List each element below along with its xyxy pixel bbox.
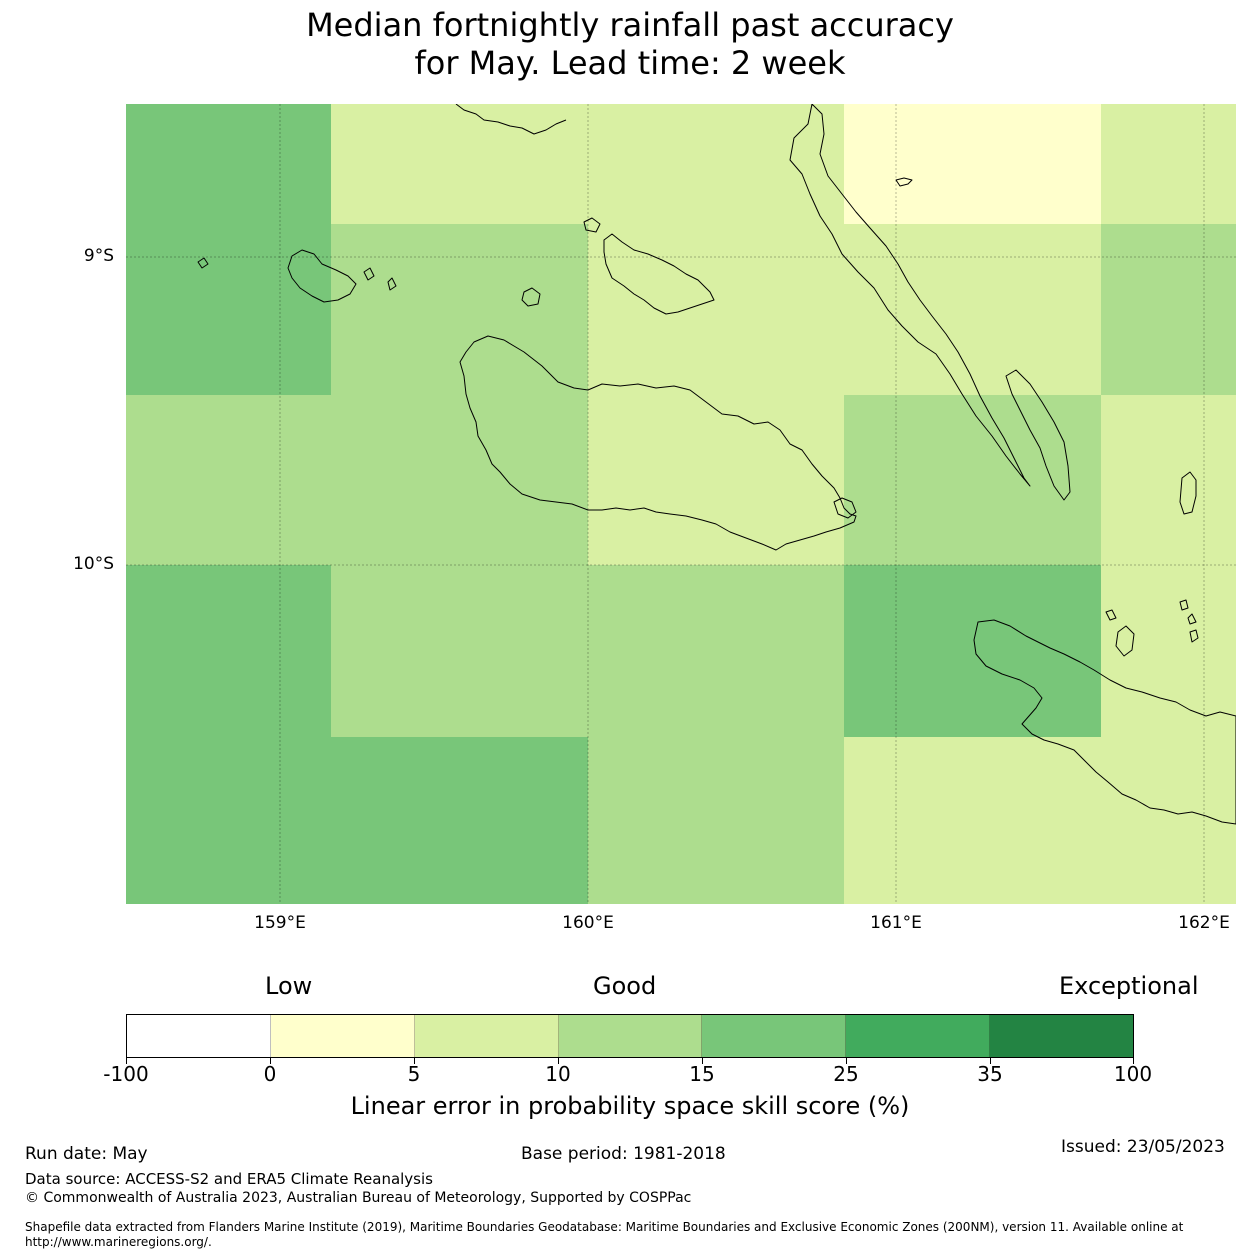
- grid-cell: [1101, 565, 1236, 737]
- coastline-malaita: [789, 104, 1031, 487]
- colorbar-tick-label: 10: [545, 1062, 571, 1086]
- coastline-islet: [1105, 609, 1117, 621]
- coastline-russell: [287, 249, 357, 303]
- title-line-2: for May. Lead time: 2 week: [414, 44, 846, 82]
- grid-cell: [331, 224, 588, 395]
- title-line-1: Median fortnightly rainfall past accurac…: [306, 6, 954, 44]
- lon-label-162e: 162°E: [1178, 913, 1230, 933]
- grid-cell: [844, 395, 1101, 565]
- colorbar-tick: [1133, 1058, 1134, 1064]
- colorbar-tick: [846, 1058, 847, 1064]
- base-period: Base period: 1981-2018: [521, 1144, 726, 1164]
- coastline-nggela: [603, 233, 715, 315]
- grid-cell: [331, 737, 588, 904]
- coastline-makira: [973, 619, 1236, 825]
- grid-cell: [1101, 104, 1236, 224]
- coastline-islet: [363, 267, 375, 281]
- chart-title: Median fortnightly rainfall past accurac…: [0, 6, 1260, 82]
- graticule: [126, 104, 1236, 904]
- colorbar-segment: [702, 1015, 847, 1057]
- grid-cell: [588, 565, 844, 904]
- coastline-islet: [1187, 613, 1197, 625]
- lon-label-160e: 160°E: [562, 913, 614, 933]
- legend-low: Low: [265, 972, 313, 1000]
- skill-score-map: [126, 104, 1236, 904]
- grid-cell: [331, 104, 844, 224]
- colorbar-tick-label: -100: [103, 1062, 149, 1086]
- colorbar-tick: [990, 1058, 991, 1064]
- grid-cell: [844, 104, 1101, 224]
- coastline-island: [1115, 625, 1135, 657]
- data-source: Data source: ACCESS-S2 and ERA5 Climate …: [25, 1170, 433, 1188]
- lat-label-9s: 9°S: [83, 246, 114, 266]
- run-date: Run date: May: [25, 1144, 148, 1164]
- coastline-islet: [387, 277, 397, 291]
- coastlines: [197, 104, 1236, 825]
- colorbar-segment: [127, 1015, 271, 1057]
- coastline-islet: [1179, 471, 1197, 515]
- grid-cell: [588, 395, 844, 565]
- colorbar-tick-label: 5: [407, 1062, 421, 1086]
- colorbar: [126, 1014, 1134, 1058]
- lon-label-159e: 159°E: [254, 913, 306, 933]
- colorbar-segment: [414, 1015, 559, 1057]
- colorbar-tick: [558, 1058, 559, 1064]
- grid-cell: [1101, 395, 1236, 565]
- grid-cell: [588, 224, 1101, 395]
- grid-cell: [1101, 224, 1236, 395]
- grid-cell: [331, 565, 588, 737]
- issued-date: Issued: 23/05/2023: [1061, 1137, 1225, 1157]
- grid-cell: [126, 565, 331, 904]
- colorbar-tick-label: 0: [263, 1062, 277, 1086]
- lon-label-161e: 161°E: [870, 913, 922, 933]
- copyright: © Commonwealth of Australia 2023, Austra…: [25, 1190, 692, 1206]
- map-canvas: [126, 104, 1236, 904]
- coastline-north: [455, 104, 567, 135]
- coastline-islet: [1189, 629, 1199, 643]
- colorbar-tick: [414, 1058, 415, 1064]
- coastline-islet: [197, 257, 209, 269]
- legend-exceptional: Exceptional: [1059, 972, 1199, 1000]
- lat-label-10s: 10°S: [73, 554, 114, 574]
- coastline-island: [583, 217, 601, 233]
- coastline-guadalcanal: [459, 335, 857, 551]
- coastline-island: [521, 287, 541, 307]
- colorbar-segment: [846, 1015, 991, 1057]
- colorbar-segment: [558, 1015, 703, 1057]
- colorbar-label: Linear error in probability space skill …: [350, 1092, 910, 1120]
- skill-grid: [126, 104, 1236, 904]
- coastline-islet: [833, 497, 857, 519]
- grid-cell: [126, 104, 331, 395]
- grid-cell: [844, 737, 1236, 904]
- colorbar-segment: [990, 1015, 1134, 1057]
- shapefile-credit: Shapefile data extracted from Flanders M…: [25, 1220, 1184, 1249]
- colorbar-tick: [270, 1058, 271, 1064]
- grid-cell: [126, 395, 588, 565]
- colorbar-tick-label: 100: [1113, 1062, 1153, 1086]
- coastline-small-malaita: [1005, 369, 1071, 501]
- colorbar-tick-label: 15: [689, 1062, 715, 1086]
- colorbar-tick: [702, 1058, 703, 1064]
- colorbar-tick-label: 25: [833, 1062, 859, 1086]
- colorbar-segment: [270, 1015, 415, 1057]
- coastline-island: [895, 177, 913, 187]
- colorbar-tick: [126, 1058, 127, 1064]
- colorbar-tick-label: 35: [977, 1062, 1003, 1086]
- legend-good: Good: [593, 972, 657, 1000]
- grid-cell: [844, 565, 1101, 737]
- coastline-islet: [1179, 599, 1189, 611]
